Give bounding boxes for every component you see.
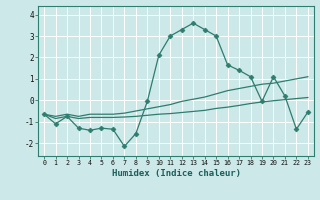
X-axis label: Humidex (Indice chaleur): Humidex (Indice chaleur): [111, 169, 241, 178]
